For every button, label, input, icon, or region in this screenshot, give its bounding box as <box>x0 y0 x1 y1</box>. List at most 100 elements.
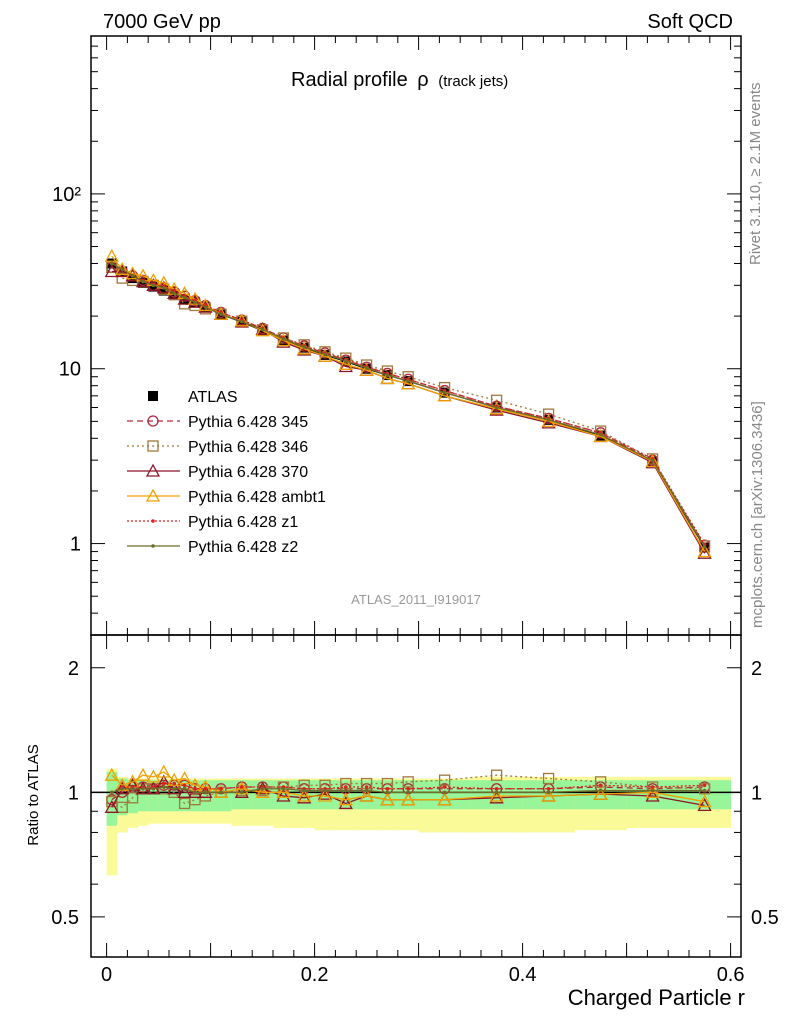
point-ambt1 <box>401 376 416 390</box>
point-ambt1 <box>437 388 452 402</box>
point-z2 <box>130 274 135 278</box>
inner-band <box>356 780 378 810</box>
point-z1 <box>364 785 369 789</box>
point-p370 <box>125 268 140 282</box>
x-tick-label: 0.4 <box>509 964 537 986</box>
point-ambt1 <box>297 788 312 802</box>
point-p346 <box>402 776 414 788</box>
point-z1 <box>442 785 447 789</box>
x-tick-label: 0 <box>101 964 112 986</box>
point-z2 <box>219 312 223 317</box>
x-tick-label: 0.6 <box>717 964 745 986</box>
point-z2 <box>442 790 447 795</box>
legend-marker-atlas <box>148 391 158 401</box>
point-ambt1 <box>276 784 291 798</box>
point-z2 <box>302 345 307 349</box>
inner-band <box>158 780 170 812</box>
process-label: Soft QCD <box>647 11 733 33</box>
point-z2 <box>151 283 156 288</box>
point-atlas <box>158 285 169 296</box>
legend-marker-ambt1 <box>145 488 161 502</box>
point-z2 <box>281 337 286 341</box>
point-z2 <box>385 790 390 795</box>
legend-label-atlas: ATLAS <box>188 389 238 406</box>
legend-marker-p346 <box>147 440 159 452</box>
point-ambt1 <box>338 792 353 806</box>
series-line-p346 <box>111 266 706 547</box>
point-z2 <box>260 327 265 332</box>
inner-band <box>189 780 201 812</box>
point-ambt1 <box>198 298 213 312</box>
point-p370 <box>338 796 353 810</box>
main-panel-ticks: 1 10 10² <box>52 35 741 636</box>
point-z2 <box>546 790 551 795</box>
legend-label-p370: Pythia 6.428 370 <box>188 464 308 481</box>
point-z2 <box>364 788 369 793</box>
point-p346 <box>542 772 555 785</box>
inner-band <box>210 780 232 812</box>
point-z2 <box>110 790 114 795</box>
point-z1 <box>203 786 208 791</box>
point-p370 <box>104 264 119 278</box>
point-z2 <box>182 786 187 791</box>
point-p370 <box>338 359 353 373</box>
point-z2 <box>130 786 135 791</box>
point-z2 <box>240 790 244 795</box>
point-z2 <box>203 790 208 795</box>
point-z2 <box>219 790 223 795</box>
point-ambt1 <box>359 788 374 802</box>
point-ambt1 <box>317 788 333 802</box>
series-line-ambt1 <box>111 771 705 803</box>
point-z2 <box>110 261 114 266</box>
point-z2 <box>162 286 166 290</box>
point-p370 <box>697 545 712 559</box>
plot-title: Radial profile ρ (track jets) <box>291 69 508 91</box>
series-line-z1 <box>111 782 705 793</box>
point-z2 <box>120 267 124 272</box>
inner-band <box>179 780 191 812</box>
point-ambt1 <box>401 792 416 806</box>
plot-title-main: Radial profile <box>291 69 408 91</box>
legend-marker-z2 <box>151 544 155 548</box>
point-z2 <box>172 786 176 791</box>
ratio-y-axis-label: Ratio to ATLAS <box>25 744 42 845</box>
point-ambt1 <box>156 764 171 778</box>
point-ambt1 <box>541 788 556 802</box>
point-ambt1 <box>359 362 374 376</box>
point-z2 <box>494 790 499 795</box>
main-y-tick-label: 1 <box>70 534 81 556</box>
point-ambt1 <box>255 784 270 798</box>
point-z1 <box>172 288 176 293</box>
rivet-version-label: Rivet 3.1.10, ≥ 2.1M events <box>747 83 764 266</box>
point-z2 <box>260 786 265 791</box>
point-z2 <box>172 291 176 296</box>
point-ambt1 <box>380 792 395 806</box>
point-z2 <box>650 458 655 463</box>
inner-band <box>200 780 212 812</box>
point-z1 <box>219 786 223 791</box>
series-ambt1 <box>104 248 712 558</box>
point-p346 <box>116 801 128 813</box>
point-p370 <box>489 790 504 804</box>
series-z2 <box>110 785 707 795</box>
point-z2 <box>302 788 307 793</box>
ratio-y-tick-label: 0.5 <box>51 907 79 929</box>
inner-band <box>127 780 139 814</box>
ratio-uncertainty-bands <box>106 768 732 876</box>
series-line-ambt1 <box>111 255 706 552</box>
point-z2 <box>406 379 411 383</box>
point-z1 <box>162 781 166 786</box>
point-z2 <box>323 788 327 793</box>
point-z2 <box>151 786 156 791</box>
point-z2 <box>598 788 603 793</box>
point-z1 <box>650 785 655 789</box>
point-z1 <box>385 786 390 791</box>
point-ambt1 <box>104 248 119 262</box>
point-z2 <box>406 790 411 795</box>
point-p346 <box>490 769 503 781</box>
point-z1 <box>182 783 187 788</box>
point-z2 <box>494 405 499 410</box>
ratio-panel-frame <box>90 634 742 958</box>
legend-marker-z1 <box>151 519 155 523</box>
mcplots-reference-label: mcplots.cern.ch [arXiv:1306.3436] <box>749 401 766 628</box>
